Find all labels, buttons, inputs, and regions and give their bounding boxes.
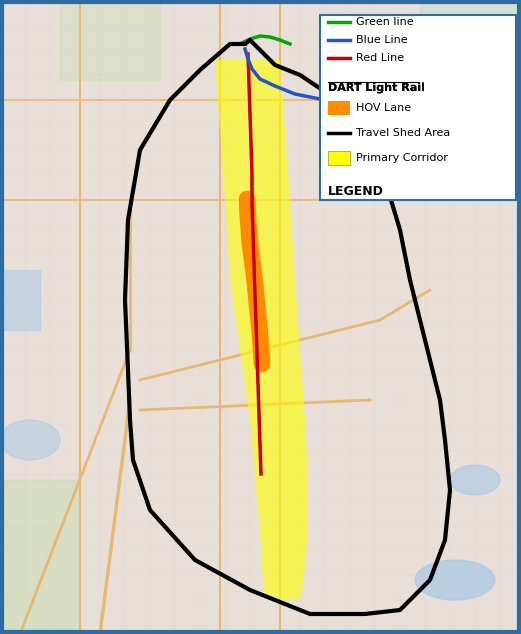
- Bar: [0, 270, 40, 330]
- Text: Primary Corridor: Primary Corridor: [356, 153, 448, 163]
- Bar: [328, 101, 350, 115]
- Text: Blue Line: Blue Line: [356, 35, 407, 45]
- Ellipse shape: [415, 560, 495, 600]
- Bar: [420, 0, 521, 200]
- Text: Green line: Green line: [356, 17, 414, 27]
- Bar: [60, 0, 160, 80]
- Text: Travel Shed Area: Travel Shed Area: [356, 128, 450, 138]
- Text: DART Light Rail: DART Light Rail: [328, 83, 425, 93]
- Text: LEGEND: LEGEND: [328, 185, 384, 198]
- Polygon shape: [215, 60, 308, 600]
- Text: Red Line: Red Line: [356, 53, 404, 63]
- Text: HOV Lane: HOV Lane: [356, 103, 411, 113]
- Ellipse shape: [450, 465, 500, 495]
- FancyBboxPatch shape: [320, 15, 516, 200]
- Ellipse shape: [0, 420, 60, 460]
- Bar: [328, 151, 350, 165]
- Bar: [0, 480, 80, 634]
